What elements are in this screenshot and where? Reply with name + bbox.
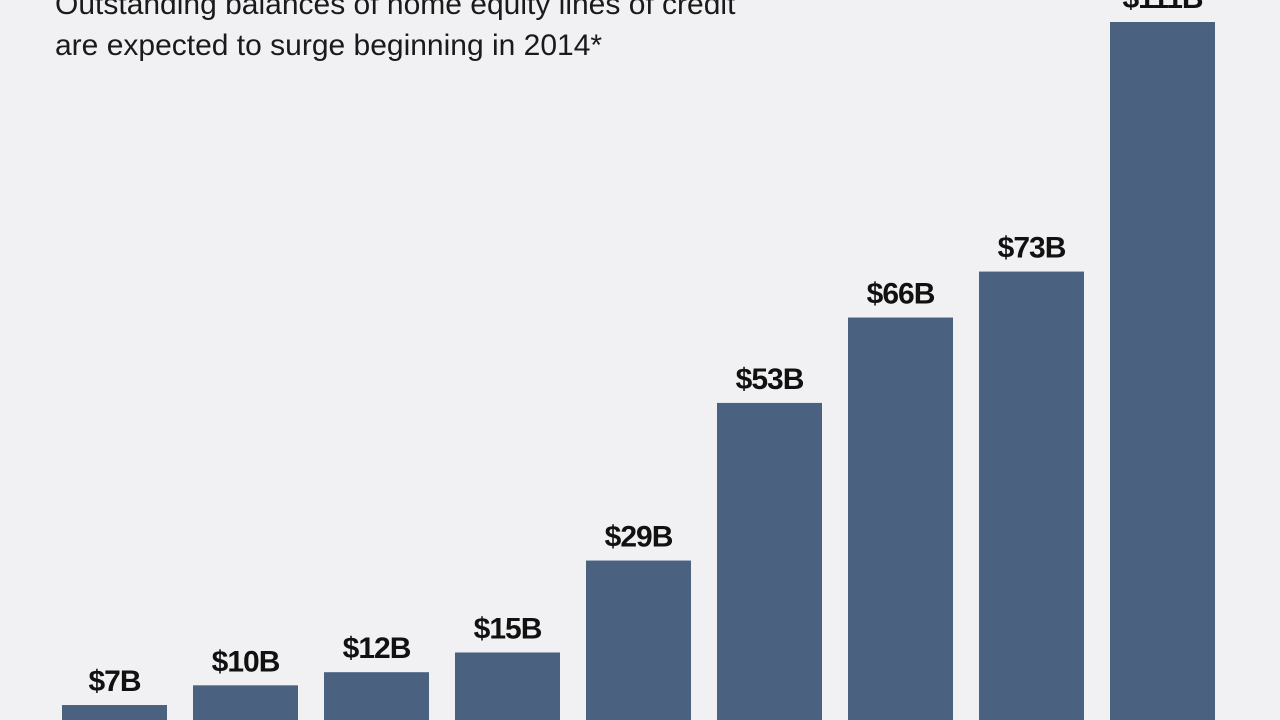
value-label: $12B xyxy=(343,632,411,665)
value-label: $53B xyxy=(736,363,804,396)
value-label: $29B xyxy=(605,521,673,554)
bar xyxy=(62,705,167,720)
bar xyxy=(1110,22,1215,720)
subtitle-line: are expected to surge beginning in 2014* xyxy=(55,29,602,62)
value-label: $73B xyxy=(998,232,1066,265)
value-label: $15B xyxy=(474,612,542,645)
bar xyxy=(455,652,560,720)
bar xyxy=(324,672,429,720)
bar xyxy=(717,402,822,720)
bar xyxy=(979,271,1084,720)
subtitle-line: Outstanding balances of home equity line… xyxy=(55,0,736,21)
bar xyxy=(848,317,953,720)
bar xyxy=(586,560,691,720)
value-label: $10B xyxy=(212,645,280,678)
value-label: $111B xyxy=(1122,0,1202,15)
value-label: $66B xyxy=(867,278,935,311)
value-label: $7B xyxy=(88,665,140,698)
bar xyxy=(193,685,298,720)
